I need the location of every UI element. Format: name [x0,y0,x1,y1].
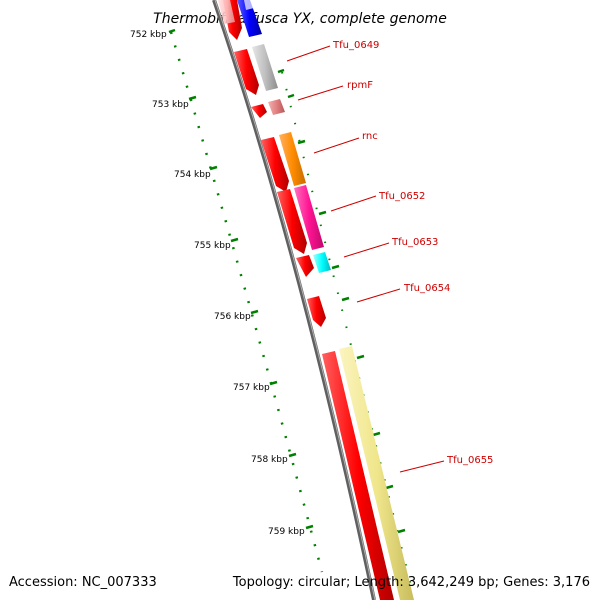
map-title: Thermobifida fusca YX, complete genome [153,11,447,27]
feature-Tfu_0649[interactable] [234,44,278,95]
gene-block [268,99,285,115]
connector-rpmF [297,85,344,101]
gene-label-rpmF[interactable]: rpmF [347,80,373,91]
feature-tick [341,296,350,302]
scale-tick [230,237,239,243]
feature-tick [287,93,295,99]
feature-Tfu_0654[interactable] [307,296,326,327]
connector-Tfu_0652 [330,195,377,212]
gene-block [252,44,278,91]
accession-text: Accession: NC_007333 [9,575,157,590]
gene-partial-blue [237,0,262,37]
gene-block [313,252,331,273]
feature-Tfu_0653[interactable] [296,252,331,277]
feature-rnc[interactable] [261,132,306,192]
gene-label-rnc[interactable]: rnc [362,131,378,142]
gene-label-Tfu_0653[interactable]: Tfu_0653 [391,237,438,248]
cds-arrow [251,104,267,118]
connector-rnc [313,137,360,154]
scale-label: 757 kbp [233,383,270,393]
feature-tick [331,264,340,270]
connector-Tfu_0655 [399,460,445,473]
gene-labels: Tfu_0649 rpmF rnc Tfu_0652 Tfu_0653 Tfu_… [332,40,493,466]
scale-label: 752 kbp [130,30,167,40]
cds-arrow [307,296,326,327]
gene-block [339,346,414,600]
cds-arrow [234,49,259,95]
scale-label: 755 kbp [194,241,231,251]
gene-label-Tfu_0655[interactable]: Tfu_0655 [446,455,493,466]
scale-tick [209,165,218,171]
feature-tick [297,139,306,145]
connector-Tfu_0654 [356,288,401,303]
gene-label-Tfu_0649[interactable]: Tfu_0649 [332,40,379,51]
cds-arrow [261,137,289,192]
feature-tick [397,528,406,534]
gene-partial-blue-tip [244,0,254,10]
feature-tick [356,354,365,360]
feature-Tfu_0652[interactable] [277,185,324,254]
label-connectors [286,45,445,473]
feature-tick [385,484,394,490]
gene-label-Tfu_0654[interactable]: Tfu_0654 [403,283,450,294]
scale-labels: 752 kbp 753 kbp 754 kbp 755 kbp 756 kbp … [130,30,305,537]
scale-label: 759 kbp [268,527,305,537]
gene-partial-rose [218,0,235,24]
scale-label: 758 kbp [251,455,288,465]
cds-arrow [322,351,394,600]
scale-tick [168,28,176,34]
genome-summary-text: Topology: circular; Length: 3,642,249 bp… [232,575,590,590]
connector-Tfu_0653 [343,242,390,258]
feature-ticks [277,68,406,534]
feature-tick [372,431,381,437]
scale-tick [250,309,259,315]
scale-ruler [169,31,324,573]
connector-Tfu_0649 [286,45,331,62]
scale-tick [269,380,278,386]
gene-block [294,185,324,250]
scale-ticks [168,28,314,530]
scale-tick [288,452,297,458]
cds-arrow [296,255,314,277]
scale-label: 753 kbp [152,100,189,110]
scale-tick [188,95,197,101]
scale-label: 756 kbp [214,312,251,322]
feature-Tfu_0655[interactable] [322,346,414,600]
scale-label: 754 kbp [174,170,211,180]
scale-tick [305,524,314,530]
genome-backbone-highlight [214,0,376,600]
gene-block [279,132,306,186]
feature-partial-top [218,0,262,40]
feature-tick [277,68,285,74]
cds-arrow [277,189,307,254]
gene-label-Tfu_0652[interactable]: Tfu_0652 [378,191,425,202]
feature-tick [318,210,327,216]
genome-backbone [212,0,376,600]
feature-rpmF[interactable] [251,99,285,118]
